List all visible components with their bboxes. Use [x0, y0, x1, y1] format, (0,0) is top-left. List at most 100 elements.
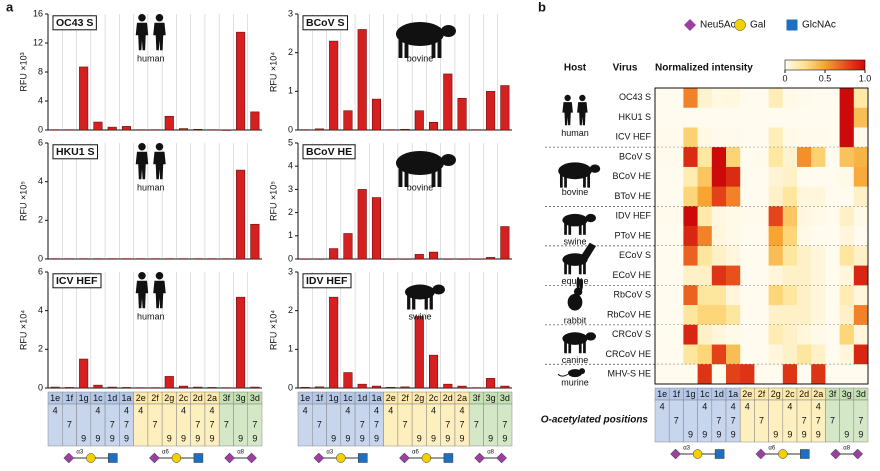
bar: [50, 386, 60, 389]
bar: [486, 91, 496, 131]
heat-cell: [655, 324, 670, 345]
heat-cell: [683, 265, 698, 286]
title-box: [52, 144, 99, 160]
icon-part: [579, 368, 585, 375]
heat-cell: [697, 324, 713, 345]
table-cell: [247, 403, 263, 447]
position-label: 9: [445, 433, 450, 443]
bar: [429, 354, 439, 389]
host-icon: [558, 162, 601, 188]
host-label: human: [137, 182, 165, 192]
bar: [121, 258, 131, 260]
bar: [371, 385, 381, 389]
heat-cell: [711, 245, 727, 266]
bar: [64, 129, 74, 131]
y-tick-label: 2: [38, 344, 43, 354]
bar: [357, 29, 367, 131]
position-label: 7: [195, 419, 200, 429]
category-label: 2a: [457, 393, 467, 403]
bar: [50, 258, 60, 260]
bar: [79, 358, 89, 389]
linkage-label: α6: [412, 450, 419, 456]
icon-part: [395, 151, 444, 175]
heat-cell: [683, 324, 698, 345]
host-label: murine: [561, 378, 589, 388]
heat-cell: [740, 88, 755, 109]
host-icon: [567, 277, 583, 311]
heat-cell: [825, 186, 840, 207]
bar: [500, 385, 510, 389]
icon-part: [138, 14, 146, 22]
heat-cell: [697, 305, 713, 326]
heat-cell: [697, 344, 713, 365]
y-tick-label: 4: [38, 305, 43, 315]
heat-cell: [669, 364, 684, 385]
virus-label: BToV HE: [614, 191, 651, 201]
bar: [386, 129, 396, 131]
virus-label: CRCoV S: [612, 329, 651, 339]
heat-cell: [811, 88, 826, 109]
heat-cell: [754, 206, 769, 227]
category-label: 1a: [121, 393, 131, 403]
category-label: 2f: [758, 389, 766, 399]
bar: [371, 197, 381, 260]
position-label: 7: [502, 419, 507, 429]
heat-cell: [669, 88, 684, 109]
heat-cell: [669, 285, 684, 306]
heat-cell: [797, 186, 812, 207]
heat-cell: [768, 127, 784, 148]
heat-cell: [726, 226, 741, 247]
panel-label: a: [6, 0, 14, 14]
y-tick-label: 1: [288, 230, 293, 240]
bar: [300, 129, 310, 131]
virus-label: ECoV HE: [612, 270, 651, 280]
y-tick-label: 2: [288, 305, 293, 315]
virus-label: ECoV S: [619, 250, 651, 260]
heat-cell: [768, 285, 784, 306]
heat-cell: [768, 107, 784, 128]
heat-cell: [726, 166, 741, 187]
position-label: 7: [374, 419, 379, 429]
y-tick-label: 4: [38, 95, 43, 105]
heat-cell: [754, 166, 769, 187]
title-box: [52, 273, 102, 289]
linkage-label: α6: [768, 446, 775, 452]
heat-cell: [655, 226, 670, 247]
heat-cell: [839, 206, 855, 227]
glycan-icon: [714, 449, 725, 459]
heat-cell: [754, 305, 769, 326]
y-tick-label: 16: [33, 8, 43, 18]
y-tick-label: 6: [38, 266, 43, 276]
position-label: 9: [331, 433, 336, 443]
heat-cell: [797, 166, 812, 187]
heat-cell: [853, 265, 869, 286]
icon-part: [578, 259, 582, 275]
icon-part: [577, 102, 588, 126]
category-label: 1f: [673, 389, 681, 399]
position-label: 9: [210, 433, 215, 443]
heat-cell: [811, 245, 826, 266]
host-label: human: [561, 128, 589, 138]
glycan-icon: [421, 453, 432, 463]
heat-cell: [683, 285, 698, 306]
chart-title: IDV HEF: [306, 275, 348, 287]
heat-cell: [683, 245, 698, 266]
host-icon: [562, 332, 596, 354]
position-label: 4: [816, 401, 821, 411]
bar: [193, 258, 203, 260]
bar: [107, 126, 117, 131]
bar: [300, 258, 310, 260]
icon-part: [578, 338, 582, 354]
icon-part: [579, 278, 583, 291]
heat-cell: [655, 166, 670, 187]
heat-cell: [711, 265, 727, 286]
heat-cell: [839, 127, 855, 148]
bar: [93, 121, 103, 131]
colorbar-tick-label: 1.0: [859, 73, 872, 83]
bar: [236, 31, 246, 131]
glycan-icon: [108, 453, 118, 463]
position-label: 7: [67, 419, 72, 429]
glycan-icon: [443, 453, 454, 463]
heat-cell: [782, 305, 798, 326]
heat-cell: [683, 107, 698, 128]
